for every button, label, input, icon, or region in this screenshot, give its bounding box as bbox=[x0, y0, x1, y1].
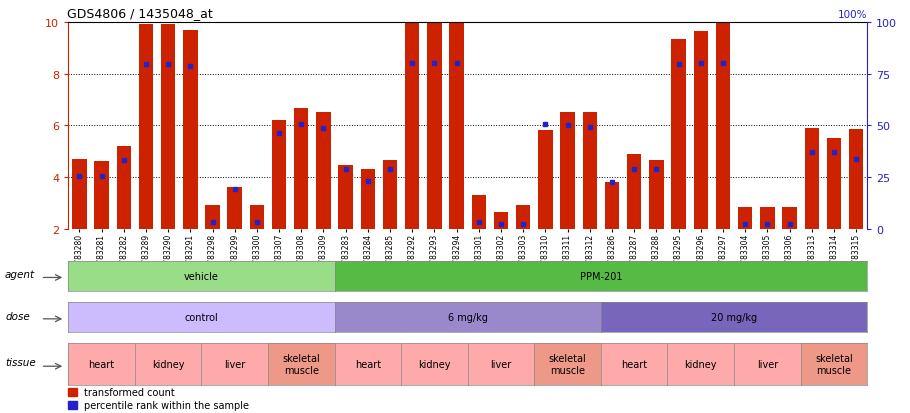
Text: vehicle: vehicle bbox=[184, 271, 218, 281]
Bar bbox=[294, 109, 308, 229]
Text: skeletal
muscle: skeletal muscle bbox=[549, 354, 586, 375]
Bar bbox=[228, 188, 242, 229]
Bar bbox=[383, 161, 398, 229]
Text: liver: liver bbox=[490, 359, 511, 369]
Text: skeletal
muscle: skeletal muscle bbox=[815, 354, 853, 375]
Text: heart: heart bbox=[355, 359, 381, 369]
Text: kidney: kidney bbox=[684, 359, 717, 369]
Bar bbox=[760, 207, 774, 229]
Bar bbox=[116, 147, 131, 229]
Legend: transformed count, percentile rank within the sample: transformed count, percentile rank withi… bbox=[64, 383, 253, 413]
Text: liver: liver bbox=[224, 359, 246, 369]
Bar bbox=[783, 207, 797, 229]
Bar bbox=[738, 207, 753, 229]
Bar bbox=[405, 23, 420, 229]
Bar bbox=[849, 130, 864, 229]
Bar bbox=[249, 206, 264, 229]
Bar bbox=[450, 23, 464, 229]
Bar bbox=[538, 131, 552, 229]
Bar bbox=[672, 40, 686, 229]
Bar bbox=[161, 25, 176, 229]
Bar bbox=[804, 128, 819, 229]
Text: tissue: tissue bbox=[5, 357, 35, 367]
Text: kidney: kidney bbox=[419, 359, 450, 369]
Bar bbox=[317, 113, 330, 229]
Bar bbox=[649, 161, 663, 229]
Bar bbox=[183, 31, 197, 229]
Bar bbox=[138, 25, 153, 229]
Text: liver: liver bbox=[757, 359, 778, 369]
Bar bbox=[605, 183, 619, 229]
Text: heart: heart bbox=[88, 359, 115, 369]
Bar bbox=[272, 121, 287, 229]
Bar bbox=[471, 196, 486, 229]
Text: GDS4806 / 1435048_at: GDS4806 / 1435048_at bbox=[66, 7, 212, 20]
Bar bbox=[427, 23, 441, 229]
Text: 6 mg/kg: 6 mg/kg bbox=[448, 313, 488, 323]
Text: agent: agent bbox=[5, 270, 35, 280]
Bar bbox=[72, 159, 86, 229]
Text: kidney: kidney bbox=[152, 359, 185, 369]
Text: heart: heart bbox=[622, 359, 647, 369]
Text: dose: dose bbox=[5, 311, 30, 321]
Bar bbox=[360, 170, 375, 229]
Bar bbox=[494, 212, 509, 229]
Text: 20 mg/kg: 20 mg/kg bbox=[711, 313, 757, 323]
Text: control: control bbox=[185, 313, 218, 323]
Text: 100%: 100% bbox=[838, 9, 867, 20]
Bar bbox=[582, 113, 597, 229]
Text: skeletal
muscle: skeletal muscle bbox=[282, 354, 320, 375]
Bar bbox=[627, 154, 642, 229]
Bar bbox=[95, 162, 109, 229]
Bar bbox=[339, 166, 353, 229]
Bar bbox=[693, 32, 708, 229]
Bar bbox=[516, 206, 531, 229]
Bar bbox=[206, 206, 219, 229]
Bar bbox=[826, 139, 841, 229]
Bar bbox=[561, 113, 575, 229]
Text: PPM-201: PPM-201 bbox=[580, 271, 622, 281]
Bar bbox=[716, 19, 730, 229]
